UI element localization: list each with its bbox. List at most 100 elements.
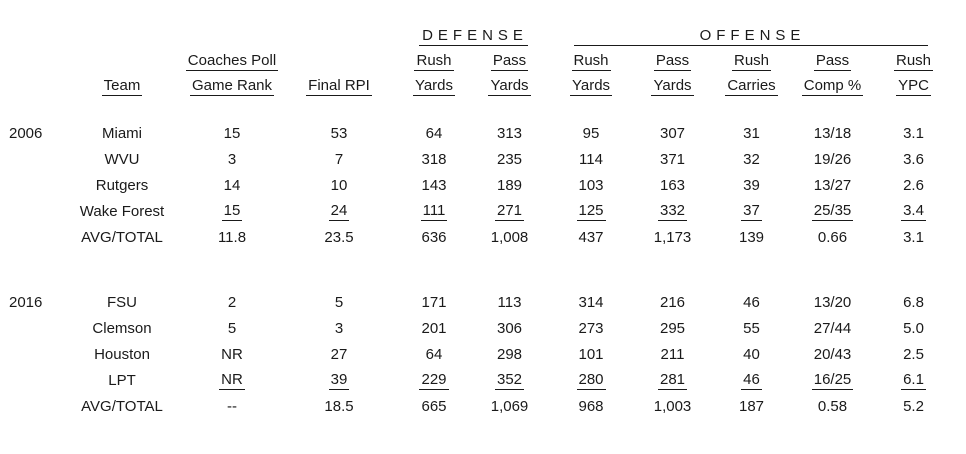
stat-value: 1,173 [653,228,692,246]
stat-cell-offense-pass-yards: 1,003 [633,393,712,419]
stat-value: 101 [578,345,604,363]
stat-cell-offense-rush-carries: 46 [712,289,791,315]
stat-value: 665 [421,397,447,415]
header-cell-team [60,48,184,74]
table-row: AVG/TOTAL 11.8 23.5 636 1,008 437 1,173 139 0.66… [0,224,953,250]
stat-value: 103 [578,176,604,194]
stat-cell-offense-pass-yards: 211 [633,341,712,367]
stat-cell-offense-pass-comp-pct: 0.66 [791,224,874,250]
stat-value: 187 [739,397,765,415]
stat-value: 13/20 [813,293,852,311]
stat-value: 3.4 [901,201,926,221]
spacer-cell [0,14,398,48]
stat-cell-offense-pass-comp-pct: 13/27 [791,172,874,198]
column-header-row: Coaches Poll Rush Pass Rush Pass Rush Pass Rush [0,48,953,74]
year-label: 2016 [9,293,43,311]
header-cell-defense-pass-yards: Pass [470,48,549,74]
stat-value: 40 [743,345,760,363]
team-cell: Miami [60,120,184,146]
team-cell: AVG/TOTAL [60,224,184,250]
year-cell [0,198,60,224]
table-row: AVG/TOTAL -- 18.5 665 1,069 968 1,003 187 0.58 5.… [0,393,953,419]
stat-cell-coaches-poll-game-rank: NR [184,367,280,393]
stat-cell-offense-pass-comp-pct: 25/35 [791,198,874,224]
defense-section-label: DEFENSE [419,26,528,46]
year-cell [0,172,60,198]
stat-cell-defense-rush-yards: 64 [398,341,470,367]
header-cell-offense-pass-yards: Yards [633,74,712,99]
team-name: LPT [108,371,136,389]
year-cell [0,341,60,367]
stat-value: 16/25 [811,370,854,390]
stat-value: 636 [421,228,447,246]
stat-cell-offense-rush-yards: 314 [549,289,633,315]
stat-value: NR [219,370,245,390]
stat-value: 114 [579,150,603,168]
stat-value: 125 [576,201,606,221]
stat-value: 3 [227,150,237,168]
stat-value: 3.1 [903,228,924,246]
stat-value: 15 [223,124,241,142]
stat-value: 189 [496,176,523,194]
stat-cell-defense-rush-yards: 636 [398,224,470,250]
table-row: Wake Forest 15 24 111 271 125 332 37 25/35 3.4 [0,198,953,224]
table-row: 2006 Miami 15 53 64 313 95 307 31 13/18 3.1 [0,120,953,146]
header-offense-pass-yards-line1: Pass [653,51,692,71]
header-cell-offense-pass-comp-pct: Comp % [791,74,874,99]
stat-cell-offense-pass-comp-pct: 19/26 [791,146,874,172]
table-row: LPT NR 39 229 352 280 281 46 16/25 6.1 [0,367,953,393]
stat-value: 281 [658,370,688,390]
team-name: Miami [102,124,142,142]
stat-cell-offense-rush-ypc: 3.4 [874,198,953,224]
stat-value: 437 [578,228,604,246]
stat-cell-coaches-poll-game-rank: 14 [184,172,280,198]
table-row: Rutgers 14 10 143 189 103 163 39 13/27 2.6 [0,172,953,198]
stat-value: 2.5 [903,345,924,363]
offense-section-rule: OFFENSE [574,26,929,46]
header-cell-final-rpi [280,48,398,74]
stat-cell-offense-rush-carries: 40 [712,341,791,367]
stat-value: 171 [421,293,447,311]
stat-cell-offense-pass-yards: 216 [633,289,712,315]
stat-cell-offense-pass-comp-pct: 16/25 [791,367,874,393]
stat-value: 25/35 [811,201,854,221]
stat-cell-offense-rush-carries: 31 [712,120,791,146]
team-cell: Houston [60,341,184,367]
stat-value: 46 [743,293,760,311]
stat-value: 229 [419,370,449,390]
stat-value: 201 [421,319,447,337]
stat-value: 27 [330,345,348,363]
stat-value: 46 [741,370,762,390]
stat-value: 235 [496,150,523,168]
table-row: WVU 3 7 318 235 114 371 32 19/26 3.6 [0,146,953,172]
header-cell-offense-rush-ypc: Rush [874,48,953,74]
stat-cell-offense-rush-carries: 39 [712,172,791,198]
stat-value: 5 [334,293,344,311]
header-defense-rush-yards-line2: Yards [412,77,456,96]
header-cell-defense-pass-yards: Yards [470,74,549,99]
stat-value: 31 [743,124,760,142]
stat-cell-offense-rush-ypc: 6.8 [874,289,953,315]
team-cell: WVU [60,146,184,172]
offense-section-label: OFFENSE [699,27,806,44]
stat-value: 295 [660,319,686,337]
team-name: AVG/TOTAL [81,228,163,246]
stat-value: 306 [496,319,523,337]
column-header-row: Team Game Rank Final RPI Yards Yards Yards Yar… [0,74,953,99]
section-header-row: DEFENSE OFFENSE [0,14,953,48]
stat-value: 19/26 [813,150,852,168]
stat-cell-final-rpi: 23.5 [280,224,398,250]
table-row: Houston NR 27 64 298 101 211 40 20/43 2.5 [0,341,953,367]
stat-value: 5.0 [903,319,924,337]
header-cell-offense-rush-yards: Rush [549,48,633,74]
stat-cell-final-rpi: 10 [280,172,398,198]
stat-value: 18.5 [324,397,354,415]
stat-cell-coaches-poll-game-rank: NR [184,341,280,367]
header-cell-year [0,48,60,74]
header-cell-coaches-poll-game-rank: Game Rank [184,74,280,99]
team-name: AVG/TOTAL [81,397,163,415]
stat-cell-offense-rush-ypc: 2.5 [874,341,953,367]
stat-cell-defense-rush-yards: 111 [398,198,470,224]
stat-cell-final-rpi: 18.5 [280,393,398,419]
stat-cell-offense-pass-yards: 295 [633,315,712,341]
